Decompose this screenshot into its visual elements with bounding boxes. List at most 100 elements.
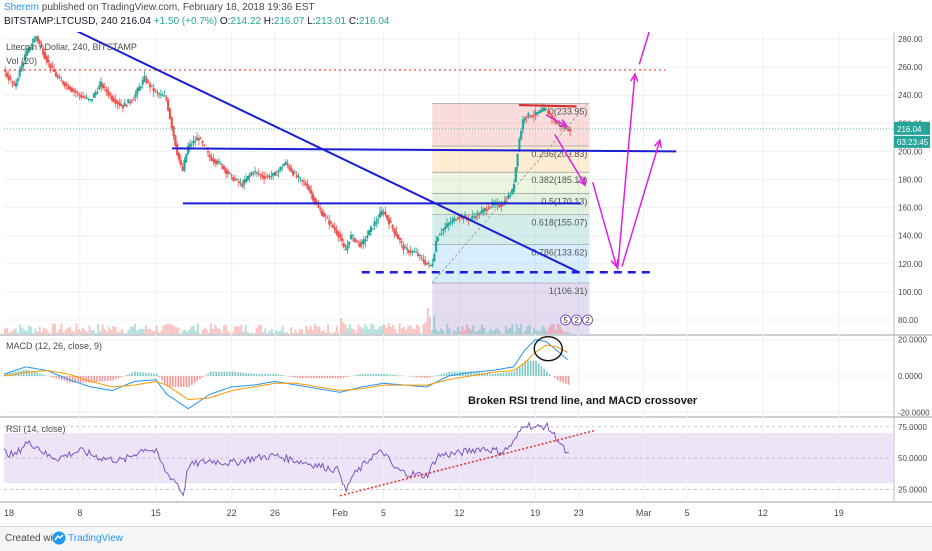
- fib-label: 1(106.31): [549, 286, 588, 296]
- macd-histogram-bar: [299, 376, 301, 378]
- macd-histogram-bar: [267, 374, 269, 376]
- volume-bar: [295, 330, 297, 334]
- candle-body: [549, 113, 551, 115]
- macd-histogram-bar: [541, 366, 543, 376]
- macd-histogram-bar: [557, 376, 559, 380]
- macd-histogram-bar: [226, 372, 228, 376]
- publish-line: Sherem published on TradingView.com, Feb…: [4, 2, 315, 13]
- candle-body: [401, 241, 403, 243]
- candle-body: [236, 179, 238, 180]
- volume-bar: [483, 328, 485, 334]
- candle-body: [506, 201, 508, 202]
- macd-histogram-bar: [530, 361, 532, 376]
- macd-histogram-bar: [148, 373, 150, 376]
- candle-body: [439, 235, 441, 236]
- macd-histogram-bar: [169, 376, 171, 387]
- volume-bar: [453, 330, 455, 334]
- volume-bar: [102, 324, 104, 334]
- volume-bar: [490, 329, 492, 334]
- volume-bar: [331, 333, 333, 334]
- volume-bar: [470, 330, 472, 334]
- high-value: 216.07: [274, 16, 305, 27]
- volume-bar: [488, 332, 490, 334]
- volume-bar: [435, 330, 437, 334]
- candle-body: [252, 173, 254, 174]
- candle-body: [556, 122, 558, 124]
- volume-bar: [104, 329, 106, 334]
- candle-body: [109, 94, 111, 96]
- macd-histogram-bar: [327, 376, 329, 378]
- volume-bar: [383, 324, 385, 334]
- volume-bar: [360, 327, 362, 334]
- volume-bar: [550, 324, 552, 334]
- candle-body: [8, 76, 10, 81]
- volume-bar: [138, 329, 140, 334]
- macd-histogram-bar: [378, 374, 380, 376]
- volume-bar: [141, 329, 143, 334]
- volume-bar: [8, 333, 10, 334]
- volume-bar: [247, 332, 249, 334]
- tradingview-link[interactable]: TradingView: [68, 533, 123, 544]
- low-value: 213.01: [316, 16, 347, 27]
- volume-bar: [143, 329, 145, 334]
- x-tick-label: 5: [685, 508, 690, 518]
- volume-bar: [557, 324, 559, 334]
- volume-bar: [121, 329, 123, 334]
- candle-body: [254, 171, 256, 172]
- macd-histogram-bar: [129, 374, 131, 376]
- volume-bar: [273, 333, 275, 334]
- volume-bar: [84, 330, 86, 334]
- volume-bar: [351, 328, 353, 334]
- macd-histogram-bar: [519, 366, 521, 376]
- volume-bar: [533, 328, 535, 334]
- macd-histogram-bar: [112, 376, 114, 380]
- volume-bar: [559, 325, 561, 334]
- volume-bar: [132, 327, 134, 334]
- candle-body: [346, 245, 348, 250]
- volume-bar: [258, 325, 260, 334]
- volume-bar: [260, 325, 262, 334]
- volume-bar: [175, 327, 177, 334]
- volume-bar: [6, 328, 8, 334]
- volume-bar: [392, 325, 394, 334]
- event-badge-label: 2: [574, 316, 579, 325]
- macd-histogram-bar: [243, 373, 245, 376]
- macd-histogram-bar: [270, 374, 272, 376]
- close-label: C:: [349, 16, 359, 27]
- volume-bar: [481, 324, 483, 334]
- author-link[interactable]: Sherem: [4, 2, 39, 13]
- candle-body: [366, 236, 368, 239]
- volume-bar: [442, 331, 444, 334]
- macd-histogram-bar: [457, 372, 459, 376]
- macd-histogram-bar: [538, 363, 540, 376]
- low-label: L:: [307, 16, 315, 27]
- volume-bar: [340, 318, 342, 334]
- volume-bar: [37, 331, 39, 334]
- high-label: H:: [264, 16, 274, 27]
- candle-body: [147, 81, 149, 82]
- volume-bar: [527, 326, 529, 334]
- candle-body: [258, 173, 260, 174]
- macd-histogram-bar: [210, 372, 212, 376]
- volume-bar: [234, 326, 236, 334]
- volume-bar: [396, 333, 398, 334]
- volume-bar: [112, 326, 114, 334]
- volume-bar: [286, 332, 288, 334]
- y-tick-label: 140.00: [898, 232, 923, 241]
- candle-body: [15, 82, 17, 86]
- macd-histogram-bar: [45, 375, 47, 376]
- volume-bar: [63, 332, 65, 334]
- volume-bar: [399, 323, 401, 334]
- candle-body: [419, 255, 421, 256]
- candle-body: [191, 144, 193, 145]
- volume-bar: [58, 329, 60, 334]
- volume-bar: [188, 330, 190, 334]
- candle-body: [455, 220, 457, 221]
- volume-bar: [327, 324, 329, 334]
- x-tick-label: Mar: [636, 508, 652, 518]
- macd-histogram-bar: [118, 376, 120, 378]
- volume-bar: [69, 327, 71, 334]
- candle-body: [370, 227, 372, 233]
- candle-body: [60, 80, 62, 81]
